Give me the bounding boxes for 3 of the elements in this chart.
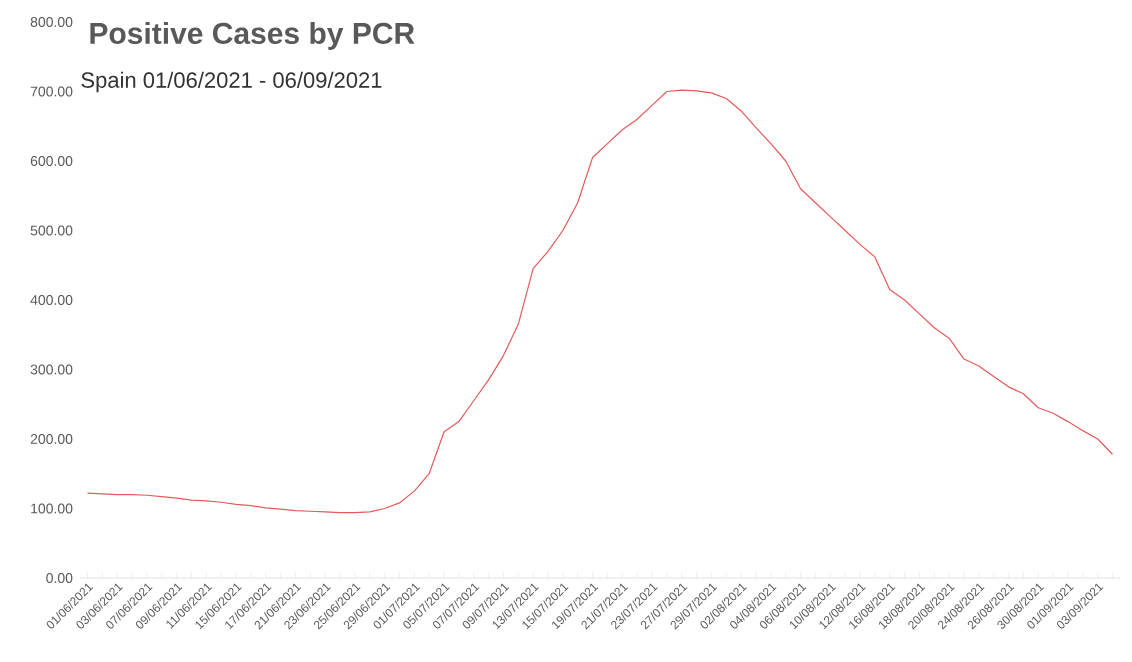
chart-title: Positive Cases by PCR [90, 22, 415, 50]
text: Spain 01/06/2021 - 06/09/2021 [81, 71, 382, 93]
line-series [86, 89, 1114, 514]
